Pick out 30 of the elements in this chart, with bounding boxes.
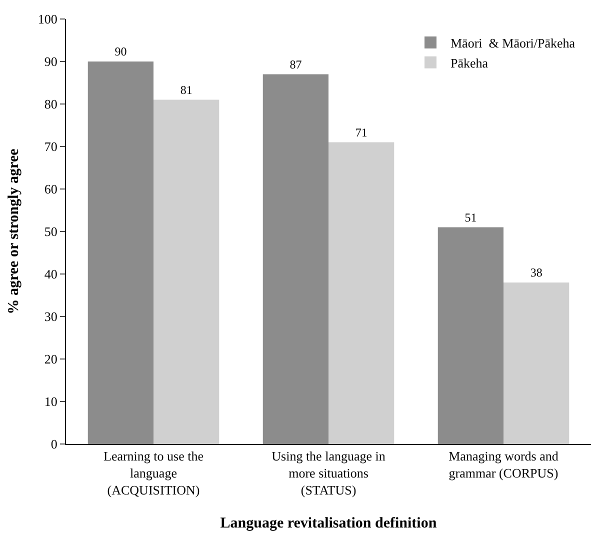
data-label: 71 xyxy=(355,125,368,140)
data-label: 81 xyxy=(180,82,192,97)
legend-label: Pākeha xyxy=(450,55,488,70)
y-tick-label: 100 xyxy=(38,12,58,27)
x-axis-title: Language revitalisation definition xyxy=(220,515,438,532)
x-tick-label: Using the language in more situations (STATUS) xyxy=(272,448,386,498)
bar xyxy=(154,100,220,444)
bar xyxy=(438,227,504,444)
y-tick-label: 50 xyxy=(44,224,58,240)
y-axis-title: % agree or strongly agree xyxy=(6,148,22,314)
y-tick-label: 30 xyxy=(44,309,58,324)
bar xyxy=(88,62,154,444)
bar xyxy=(504,282,570,444)
data-label: 38 xyxy=(530,266,542,280)
legend-label: Māori & Māori/Pākeha xyxy=(450,36,576,51)
data-label: 90 xyxy=(114,44,127,58)
data-label: 51 xyxy=(464,210,477,224)
x-tick-label: Learning to use the language (ACQUISITION) xyxy=(104,448,204,498)
bar xyxy=(262,74,328,444)
y-tick-label: 0 xyxy=(50,436,58,452)
y-tick-label: 70 xyxy=(44,139,58,154)
y-tick-label: 90 xyxy=(44,54,58,70)
x-tick-label: Managing words and grammar (CORPUS) xyxy=(448,448,559,480)
bar xyxy=(328,142,394,444)
y-tick-label: 20 xyxy=(44,352,58,367)
y-tick-label: 40 xyxy=(44,266,58,282)
y-tick-label: 10 xyxy=(44,394,58,410)
y-tick-label: 80 xyxy=(44,96,58,112)
y-tick-label: 60 xyxy=(44,182,58,197)
data-label: 87 xyxy=(290,57,302,72)
